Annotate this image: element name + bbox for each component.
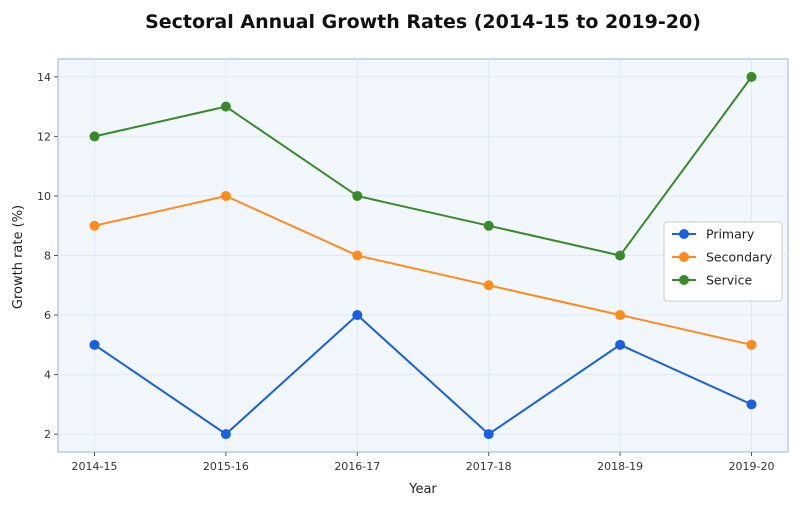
data-point	[615, 250, 626, 261]
data-point	[220, 101, 231, 112]
x-tick-label: 2014-15	[72, 460, 118, 473]
series-secondary	[89, 190, 757, 350]
axes: 2 4 6 8 10 12 14 2014-15 2015-16 2016-17 2017-18 20…	[37, 71, 774, 473]
series-line	[94, 194, 752, 346]
x-axis-label: Year	[408, 482, 437, 497]
y-tick-label: 6	[44, 309, 51, 322]
series-service	[89, 71, 757, 261]
y-tick-label: 8	[44, 250, 51, 263]
series-line	[94, 76, 753, 257]
x-tick-label: 2017-18	[466, 460, 512, 473]
data-point	[352, 250, 363, 261]
y-tick-label: 12	[37, 130, 51, 143]
data-point	[352, 310, 363, 321]
legend-item-service: Service	[672, 273, 753, 288]
x-tick-label: 2015-16	[203, 460, 249, 473]
chart-title: Sectoral Annual Growth Rates (2014-15 to…	[145, 11, 701, 33]
legend-label: Primary	[706, 227, 755, 242]
legend-label: Secondary	[706, 250, 773, 265]
data-point	[483, 429, 494, 440]
legend-marker	[679, 252, 689, 262]
legend-label: Service	[706, 273, 753, 288]
legend-marker	[679, 275, 689, 285]
y-tick-label: 14	[37, 71, 51, 84]
series-layer	[89, 71, 757, 440]
legend: Primary Secondary Service	[663, 221, 783, 302]
x-tick-label: 2018-19	[597, 460, 643, 473]
data-point	[746, 339, 757, 350]
data-point	[89, 131, 100, 142]
y-tick-label: 10	[37, 190, 51, 203]
data-point	[89, 220, 100, 231]
legend-item-secondary: Secondary	[672, 250, 773, 265]
legend-box	[663, 221, 783, 302]
x-tick-label: 2019-20	[729, 460, 775, 473]
data-point	[89, 339, 100, 350]
legend-marker	[679, 229, 689, 239]
legend-item-primary: Primary	[672, 227, 755, 242]
data-point	[352, 190, 363, 201]
x-tick-label: 2016-17	[334, 460, 380, 473]
series-line	[93, 313, 752, 436]
y-tick-label: 2	[44, 428, 51, 441]
series-primary	[89, 310, 757, 440]
data-point	[220, 190, 231, 201]
data-point	[483, 280, 494, 291]
y-axis-label: Growth rate (%)	[11, 205, 26, 309]
y-tick-label: 4	[44, 369, 51, 382]
data-point	[615, 339, 626, 350]
data-point	[746, 399, 757, 410]
data-point	[615, 310, 626, 321]
data-point	[220, 429, 231, 440]
data-point	[746, 71, 757, 82]
data-point	[483, 220, 494, 231]
